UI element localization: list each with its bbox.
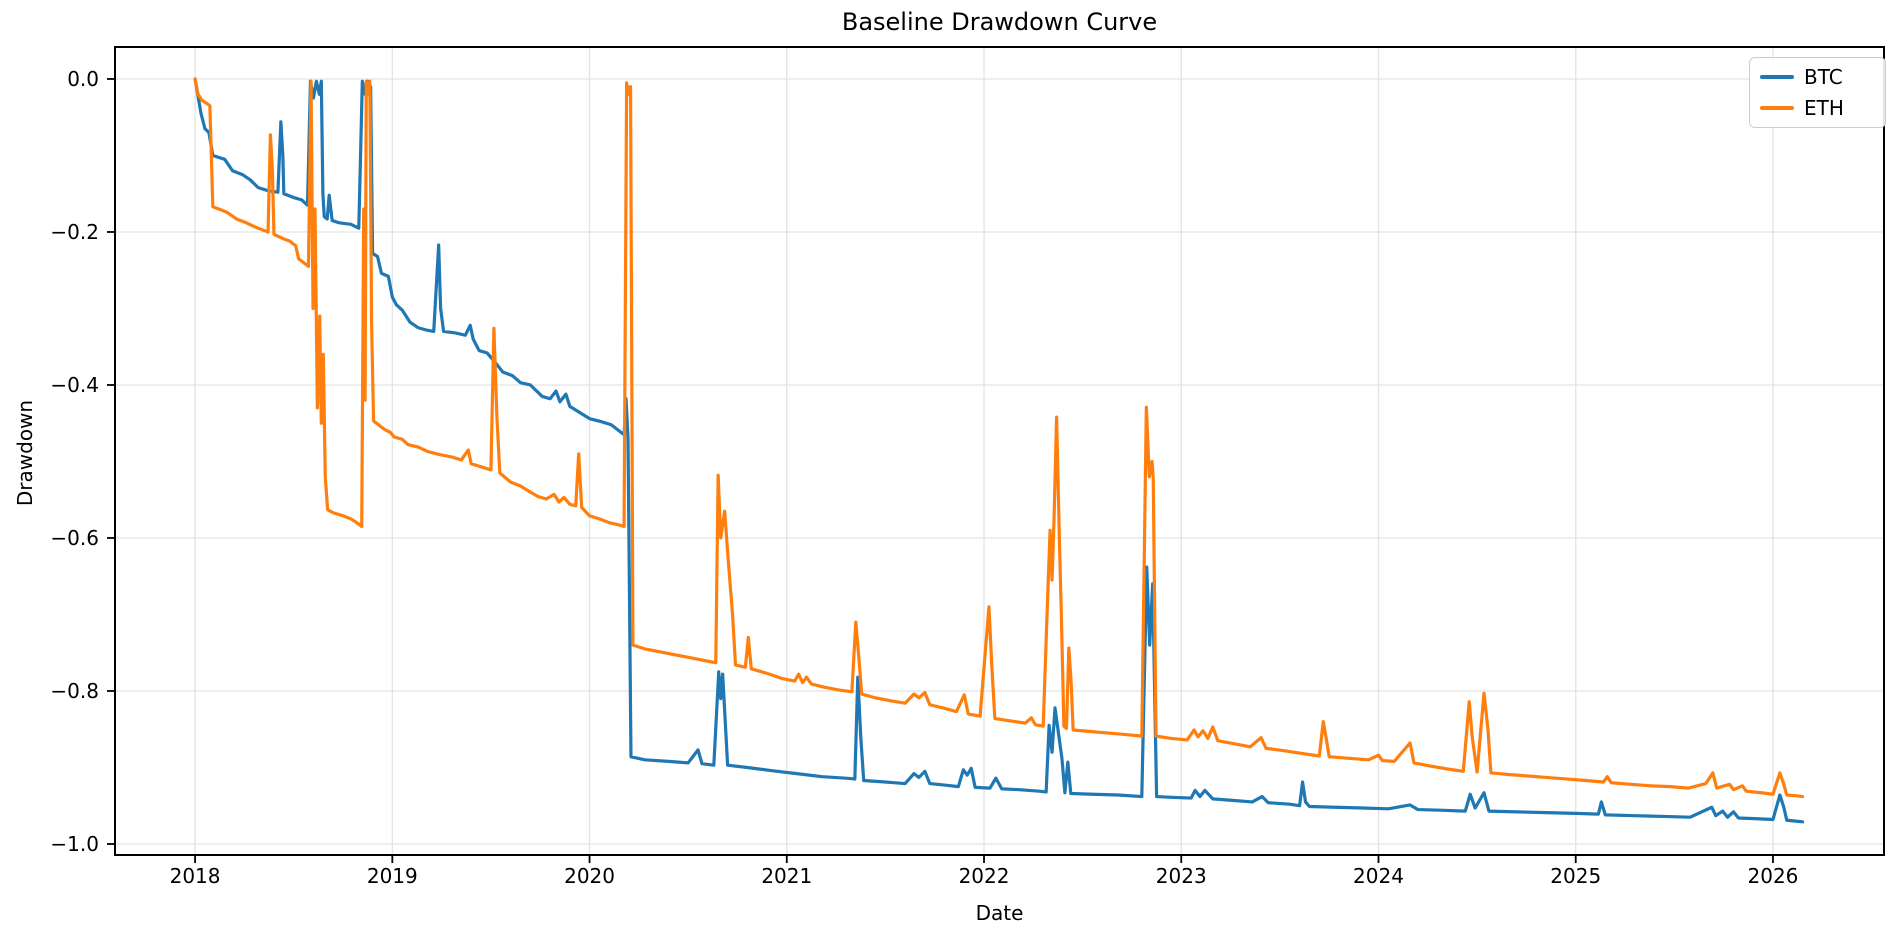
- legend: BTC ETH: [1749, 57, 1886, 128]
- x-tick-label: 2025: [1550, 864, 1601, 888]
- axis-ticks: [107, 78, 1774, 863]
- tick-labels: 2018 2019 2020 2021 2022 2023 2024 2025 2026 0.0 −…: [50, 67, 1798, 888]
- x-tick-label: 2026: [1748, 864, 1799, 888]
- legend-item-eth: ETH: [1760, 97, 1873, 119]
- y-tick-label: 0.0: [67, 67, 99, 91]
- legend-item-btc: BTC: [1760, 66, 1873, 88]
- eth-line-swatch: [1760, 106, 1794, 110]
- y-tick-label: −0.2: [50, 220, 99, 244]
- y-tick-label: −0.6: [50, 526, 99, 550]
- btc-line-swatch: [1760, 75, 1794, 79]
- eth-line: [193, 77, 1805, 799]
- y-tick-label: −1.0: [50, 832, 99, 856]
- y-axis-label: Drawdown: [13, 399, 37, 507]
- plot-border: [114, 46, 1885, 856]
- x-tick-label: 2019: [367, 864, 418, 888]
- chart-title: Baseline Drawdown Curve: [841, 8, 1158, 36]
- x-tick-label: 2020: [564, 864, 615, 888]
- x-tick-label: 2023: [1156, 864, 1207, 888]
- x-tick-label: 2024: [1353, 864, 1404, 888]
- y-tick-label: −0.4: [50, 373, 99, 397]
- x-tick-label: 2018: [170, 864, 221, 888]
- x-tick-label: 2022: [959, 864, 1010, 888]
- legend-label-eth: ETH: [1804, 96, 1844, 120]
- legend-label-btc: BTC: [1804, 65, 1843, 89]
- y-tick-label: −0.8: [50, 679, 99, 703]
- btc-line: [193, 77, 1805, 824]
- grid-lines: [115, 47, 1884, 855]
- x-axis-label: Date: [975, 901, 1024, 925]
- x-tick-label: 2021: [761, 864, 812, 888]
